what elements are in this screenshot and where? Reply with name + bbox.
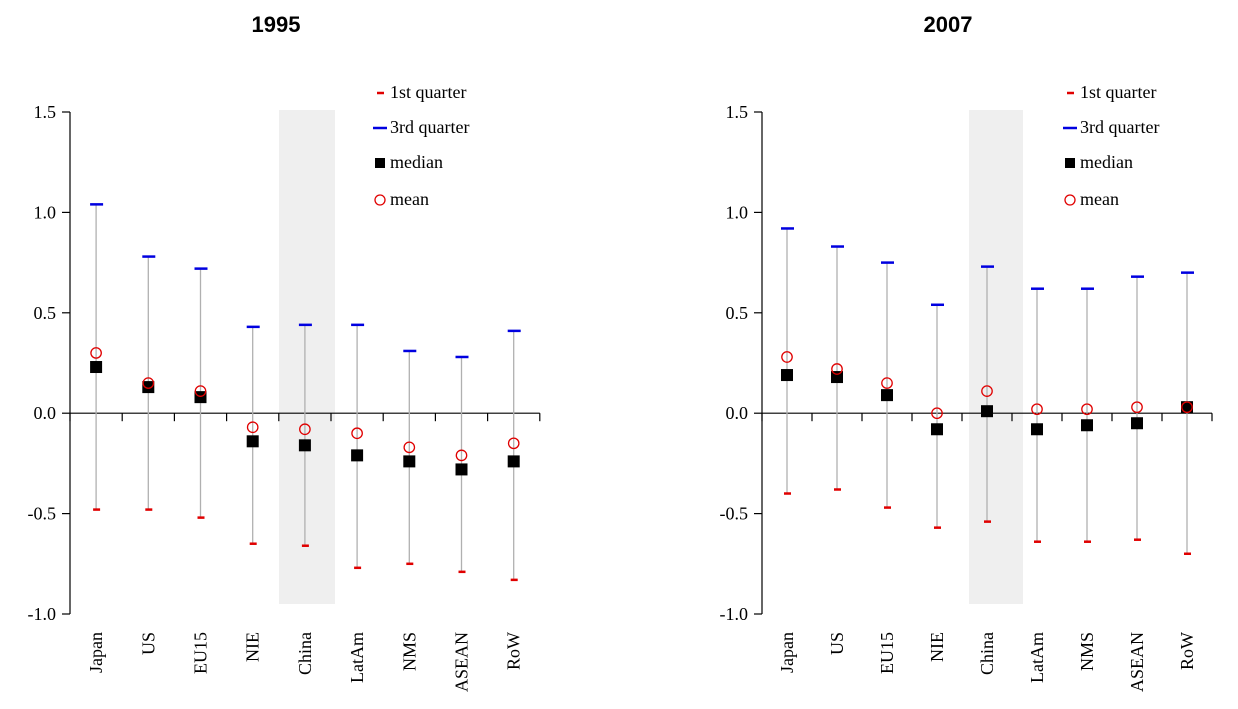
y-tick-label: 0.5 — [34, 303, 57, 323]
chart-title-2007: 2007 — [923, 12, 973, 37]
median-marker-EU15 — [194, 391, 207, 404]
category-label-US: US — [138, 632, 158, 655]
median-marker-US — [831, 371, 843, 384]
median-marker-LatAm — [1031, 423, 1043, 436]
mean-marker-China — [299, 423, 311, 436]
category-label-LatAm: LatAm — [347, 632, 367, 683]
legend-label-1st-quarter: 1st quarter — [390, 82, 466, 102]
chart-panel-2007: -1.0 -0.5 0.0 0.5 1.0 1.5 Japan US EU15 NIE China L… — [720, 82, 1213, 692]
category-label-Japan: Japan — [777, 632, 797, 673]
mean-marker-LatAm — [1031, 403, 1043, 416]
median-marker-NMS — [403, 455, 416, 468]
mean-marker-NMS — [403, 441, 416, 454]
median-marker-US — [142, 381, 155, 394]
mean-marker-EU15 — [881, 377, 893, 389]
category-label-EU15: EU15 — [877, 632, 897, 674]
y-tick-label: 0.0 — [726, 403, 749, 423]
mean-marker-NIE — [931, 407, 943, 420]
legend-mean-swatch — [374, 194, 386, 206]
category-label-ASEAN: ASEAN — [1127, 632, 1147, 692]
legend: 1st quarter 3rd quarter median mean — [1063, 82, 1159, 209]
legend-label-mean: mean — [390, 189, 429, 209]
category-label-RoW: RoW — [504, 632, 524, 670]
category-label-China: China — [295, 632, 315, 675]
median-marker-RoW — [1181, 401, 1193, 414]
median-marker-EU15 — [881, 389, 893, 402]
category-label-NIE: NIE — [243, 632, 263, 662]
legend-label-3rd-quarter: 3rd quarter — [390, 117, 469, 137]
median-marker-ASEAN — [455, 463, 468, 476]
mean-marker-NMS — [1081, 403, 1093, 416]
highlight-band — [279, 110, 335, 604]
mean-marker-EU15 — [194, 385, 207, 397]
mean-marker-China — [981, 385, 993, 397]
category-label-Japan: Japan — [86, 632, 106, 673]
chart-panel-1995: -1.0 -0.5 0.0 0.5 1.0 1.5 Japan US EU15 NIE China L… — [28, 82, 541, 692]
legend-median-swatch — [375, 158, 385, 168]
mean-marker-ASEAN — [455, 449, 468, 462]
legend-label-median: median — [1080, 152, 1133, 172]
mean-marker-RoW — [507, 437, 520, 450]
median-marker-NIE — [931, 423, 943, 436]
y-tick-label: 0.5 — [726, 303, 749, 323]
median-marker-China — [981, 405, 993, 418]
y-tick-label: 0.0 — [34, 403, 57, 423]
median-marker-ASEAN — [1131, 417, 1143, 430]
mean-marker-RoW — [1181, 401, 1193, 414]
median-marker-Japan — [90, 361, 103, 374]
median-marker-China — [298, 439, 311, 452]
mean-marker-US — [142, 377, 155, 389]
category-label-RoW: RoW — [1177, 632, 1197, 670]
chart-title-1995: 1995 — [251, 12, 301, 37]
mean-marker-LatAm — [351, 427, 363, 440]
y-tick-label: -0.5 — [28, 504, 57, 524]
legend-median-swatch — [1065, 158, 1075, 168]
category-label-NMS: NMS — [1077, 632, 1097, 671]
category-label-US: US — [827, 632, 847, 655]
highlight-band — [969, 110, 1023, 604]
category-label-NMS: NMS — [399, 632, 419, 671]
legend-label-1st-quarter: 1st quarter — [1080, 82, 1156, 102]
mean-marker-Japan — [90, 347, 102, 359]
legend: 1st quarter 3rd quarter median mean — [373, 82, 469, 209]
median-marker-NMS — [1081, 419, 1093, 432]
category-label-NIE: NIE — [927, 632, 947, 662]
y-tick-label: 1.5 — [726, 102, 749, 122]
legend-mean-swatch — [1064, 194, 1076, 206]
legend-label-3rd-quarter: 3rd quarter — [1080, 117, 1159, 137]
y-tick-label: -0.5 — [720, 504, 749, 524]
y-tick-label: -1.0 — [28, 604, 57, 624]
median-marker-LatAm — [351, 449, 364, 462]
y-tick-label: 1.0 — [726, 202, 749, 222]
category-label-ASEAN: ASEAN — [452, 632, 472, 692]
median-marker-RoW — [507, 455, 520, 468]
legend-label-mean: mean — [1080, 189, 1119, 209]
mean-marker-US — [831, 363, 843, 375]
mean-marker-ASEAN — [1131, 401, 1143, 414]
mean-marker-NIE — [246, 421, 259, 434]
median-marker-NIE — [246, 435, 259, 448]
y-tick-label: 1.0 — [34, 202, 57, 222]
median-marker-Japan — [781, 369, 793, 382]
mean-marker-Japan — [781, 351, 793, 363]
y-tick-label: -1.0 — [720, 604, 749, 624]
category-label-EU15: EU15 — [191, 632, 211, 674]
category-label-LatAm: LatAm — [1027, 632, 1047, 683]
category-label-China: China — [977, 632, 997, 675]
y-tick-label: 1.5 — [34, 102, 57, 122]
legend-label-median: median — [390, 152, 443, 172]
